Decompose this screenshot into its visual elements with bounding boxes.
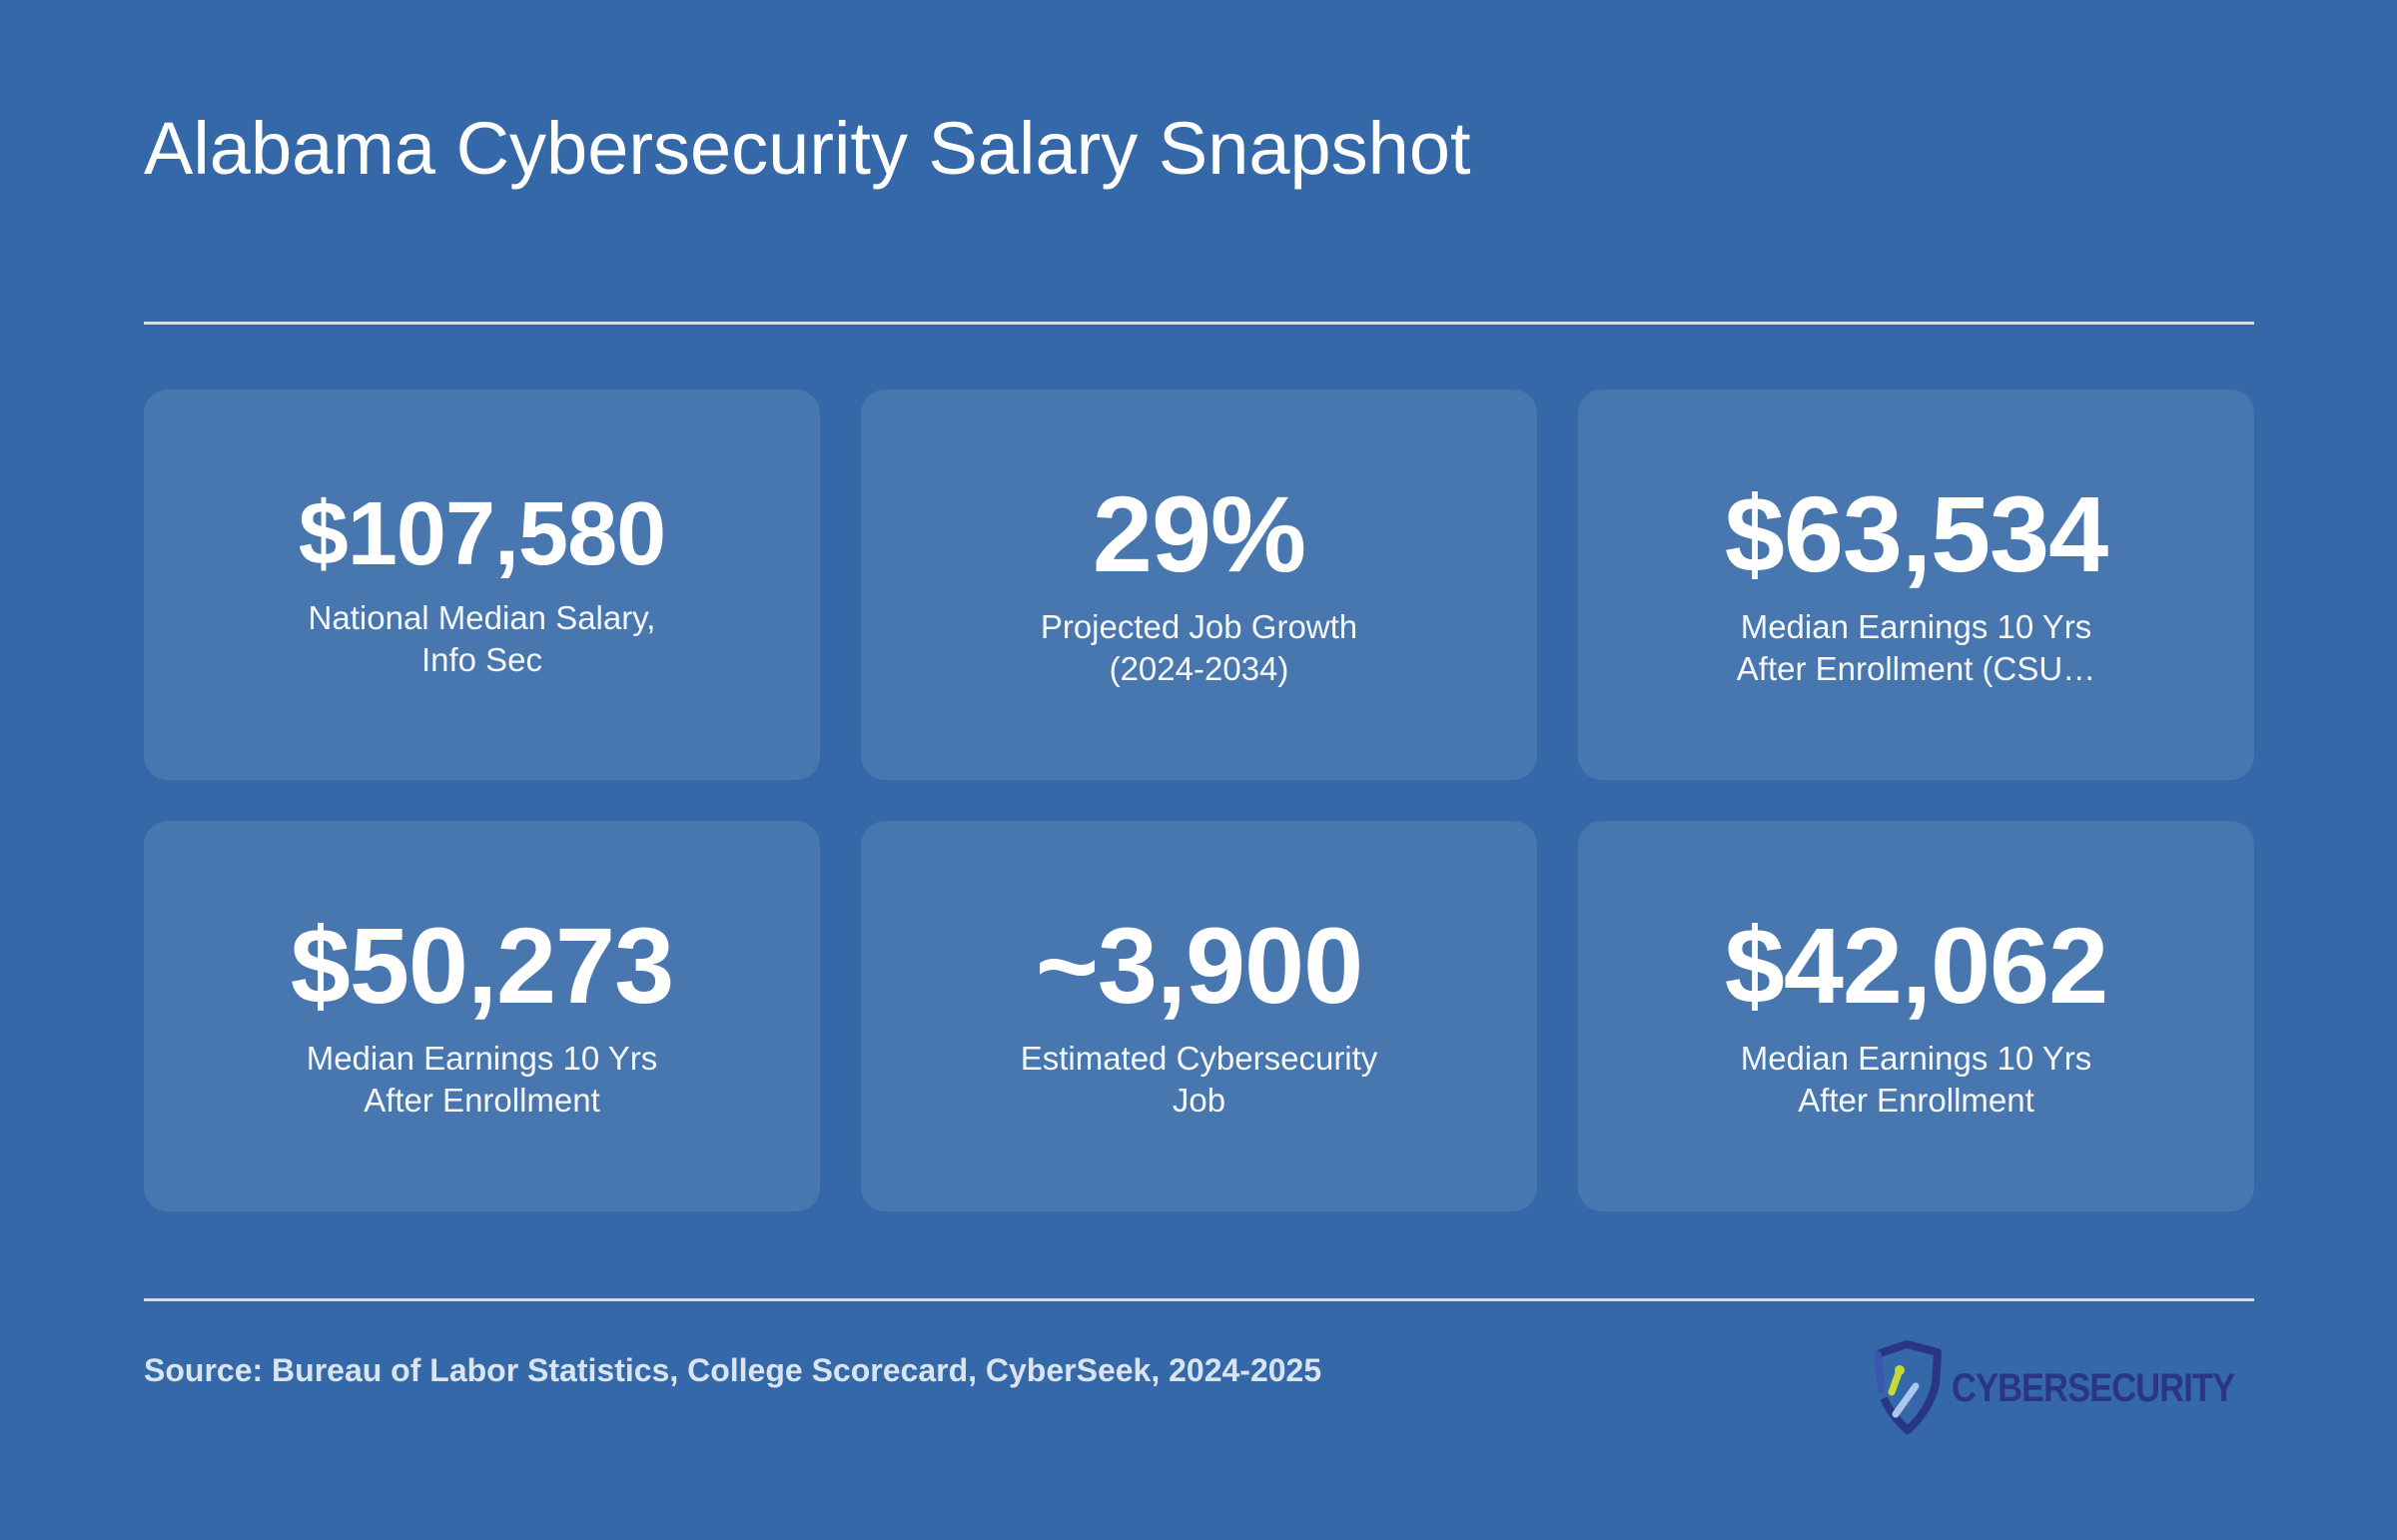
stat-label: Median Earnings 10 Yrs After Enrollment <box>1740 1039 2092 1119</box>
top-divider <box>144 322 2254 325</box>
stat-card-median-earnings-a: $50,273 Median Earnings 10 Yrs After Enr… <box>144 821 820 1211</box>
stats-grid: $107,580 National Median Salary, Info Se… <box>144 389 2254 1211</box>
stat-value: ~3,900 <box>1035 904 1363 1026</box>
stat-value: 29% <box>1092 472 1306 594</box>
stat-value: $63,534 <box>1724 472 2108 594</box>
stat-value: $42,062 <box>1724 904 2108 1026</box>
stat-value: $50,273 <box>290 904 674 1026</box>
stat-card-median-earnings-b: $42,062 Median Earnings 10 Yrs After Enr… <box>1578 821 2254 1211</box>
source-citation: Source: Bureau of Labor Statistics, Coll… <box>144 1352 1322 1388</box>
stat-card-national-median-salary: $107,580 National Median Salary, Info Se… <box>144 389 820 780</box>
stat-label: Estimated Cybersecurity Job <box>1020 1039 1378 1119</box>
stat-label: Median Earnings 10 Yrs After Enrollment <box>306 1039 658 1119</box>
stat-value: $107,580 <box>298 483 666 584</box>
bottom-divider <box>144 1298 2254 1301</box>
brand-logo: CYBERSECURITY <box>1870 1338 2259 1438</box>
stat-label: Median Earnings 10 Yrs After Enrollment … <box>1736 607 2096 687</box>
stat-label: National Median Salary, Info Sec <box>308 598 656 678</box>
stat-label: Projected Job Growth (2024-2034) <box>1040 607 1358 687</box>
stat-card-projected-job-growth: 29% Projected Job Growth (2024-2034) <box>861 389 1537 780</box>
brand-logo-text: CYBERSECURITY <box>1952 1365 2235 1410</box>
stat-card-estimated-jobs: ~3,900 Estimated Cybersecurity Job <box>861 821 1537 1211</box>
stat-card-median-earnings-csu: $63,534 Median Earnings 10 Yrs After Enr… <box>1578 389 2254 780</box>
page-title: Alabama Cybersecurity Salary Snapshot <box>144 107 1471 190</box>
shield-key-icon <box>1874 1340 1942 1434</box>
